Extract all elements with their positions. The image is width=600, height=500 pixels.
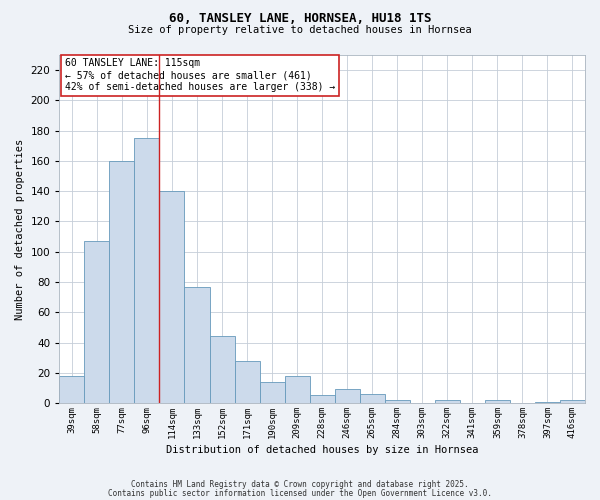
Bar — [385, 400, 410, 403]
X-axis label: Distribution of detached houses by size in Hornsea: Distribution of detached houses by size … — [166, 445, 478, 455]
Bar — [435, 400, 460, 403]
Bar — [109, 161, 134, 403]
Bar — [360, 394, 385, 403]
Bar — [335, 390, 360, 403]
Bar — [235, 360, 260, 403]
Y-axis label: Number of detached properties: Number of detached properties — [15, 138, 25, 320]
Bar — [160, 191, 184, 403]
Bar — [209, 336, 235, 403]
Bar — [310, 396, 335, 403]
Bar — [59, 376, 85, 403]
Bar — [184, 286, 209, 403]
Text: Contains public sector information licensed under the Open Government Licence v3: Contains public sector information licen… — [108, 488, 492, 498]
Text: Contains HM Land Registry data © Crown copyright and database right 2025.: Contains HM Land Registry data © Crown c… — [131, 480, 469, 489]
Bar — [535, 402, 560, 403]
Bar — [560, 400, 585, 403]
Text: 60 TANSLEY LANE: 115sqm
← 57% of detached houses are smaller (461)
42% of semi-d: 60 TANSLEY LANE: 115sqm ← 57% of detache… — [65, 58, 335, 92]
Bar — [284, 376, 310, 403]
Text: 60, TANSLEY LANE, HORNSEA, HU18 1TS: 60, TANSLEY LANE, HORNSEA, HU18 1TS — [169, 12, 431, 26]
Bar — [134, 138, 160, 403]
Bar — [260, 382, 284, 403]
Text: Size of property relative to detached houses in Hornsea: Size of property relative to detached ho… — [128, 25, 472, 35]
Bar — [485, 400, 510, 403]
Bar — [85, 241, 109, 403]
